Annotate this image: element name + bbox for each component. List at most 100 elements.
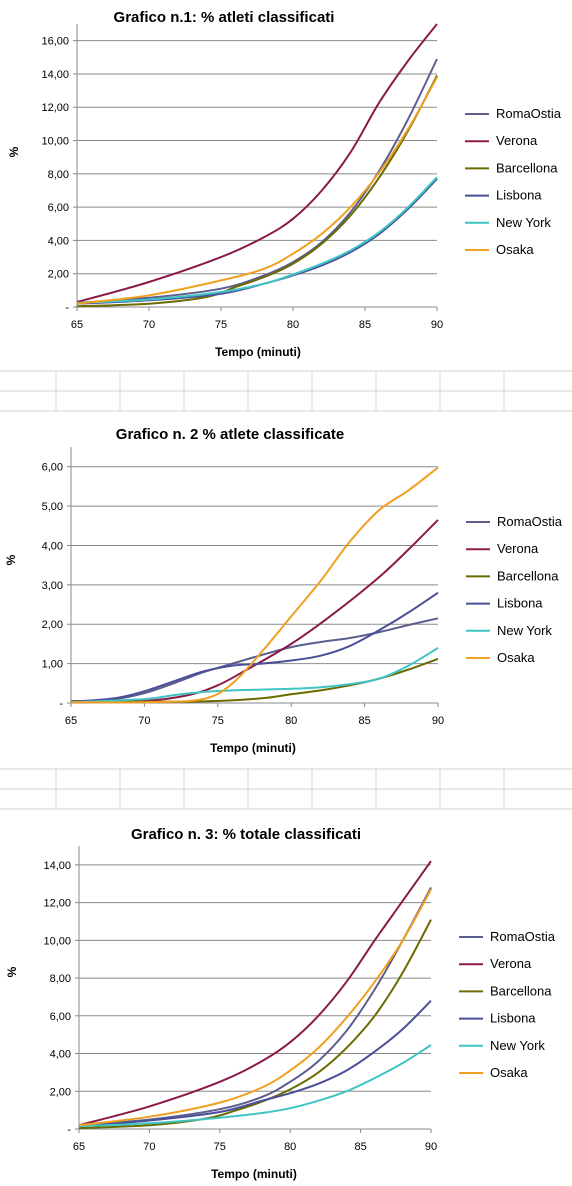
- y-tick-label: 12,00: [41, 102, 69, 114]
- legend-label: Barcellona: [490, 983, 552, 998]
- series-line-barcellona: [78, 919, 432, 1130]
- chart-1-legend: RomaOstia Verona Barcellona Lisbona New York…: [465, 106, 562, 257]
- chart-3-x-ticks: 65 70 75 80 85 90: [73, 1129, 437, 1153]
- y-tick-label: 4,00: [48, 235, 69, 247]
- series-line-lisbona: [76, 178, 438, 305]
- y-tick-label: 4,00: [50, 1049, 71, 1061]
- y-tick-label: 14,00: [41, 69, 69, 81]
- y-tick-label: 2,00: [50, 1086, 71, 1098]
- x-tick-label: 80: [284, 1141, 296, 1153]
- chart-3-y-label: %: [5, 966, 19, 977]
- legend-label: Lisbona: [497, 596, 543, 611]
- chart-2-y-ticks: - 1,00 2,00 3,00 4,00 5,00 6,00: [42, 462, 71, 710]
- legend-label: RomaOstia: [490, 929, 556, 944]
- chart-2-legend: RomaOstia Verona Barcellona Lisbona New York…: [466, 514, 563, 665]
- y-tick-label: 5,00: [42, 501, 63, 513]
- y-tick-label: 8,00: [48, 169, 69, 181]
- chart-1-y-label: %: [7, 146, 21, 157]
- legend-label: Lisbona: [496, 188, 542, 203]
- x-tick-label: 70: [143, 319, 155, 331]
- chart-3-y-ticks: - 2,00 4,00 6,00 8,00 10,00 12,00 14,00: [43, 860, 79, 1136]
- y-tick-label: 6,00: [48, 202, 69, 214]
- chart-1: - 2,00 4,00 6,00 8,00 10,00 12,00 14,00 16,00 65…: [7, 9, 562, 359]
- chart-1-x-label: Tempo (minuti): [215, 345, 301, 359]
- x-tick-label: 65: [71, 319, 83, 331]
- y-tick-label: 10,00: [41, 136, 69, 148]
- x-tick-label: 70: [138, 715, 150, 727]
- chart-3-legend: RomaOstia Verona Barcellona Lisbona New York…: [459, 929, 556, 1080]
- x-tick-label: 75: [215, 319, 227, 331]
- x-tick-label: 75: [214, 1141, 226, 1153]
- chart-2-series: [70, 466, 439, 704]
- y-tick-label: -: [59, 698, 63, 710]
- legend-label: Osaka: [497, 650, 535, 665]
- chart-3: - 2,00 4,00 6,00 8,00 10,00 12,00 14,00 65 70 75 8…: [5, 826, 556, 1181]
- series-line-new-york: [76, 176, 438, 304]
- y-tick-label: 2,00: [42, 619, 63, 631]
- legend-label: Barcellona: [497, 568, 559, 583]
- legend-label: New York: [497, 623, 552, 638]
- chart-1-x-ticks: 65 70 75 80 85 90: [71, 307, 443, 331]
- y-tick-label: 1,00: [42, 659, 63, 671]
- series-line-new-york: [70, 647, 439, 704]
- y-tick-label: 8,00: [50, 973, 71, 985]
- y-tick-label: 10,00: [43, 935, 71, 947]
- legend-label: Verona: [497, 541, 539, 556]
- chart-2: - 1,00 2,00 3,00 4,00 5,00 6,00 65 70 75 80 85 90 R…: [4, 426, 563, 755]
- x-tick-label: 85: [359, 319, 371, 331]
- spreadsheet-grid-separators: [0, 370, 572, 810]
- y-tick-label: -: [65, 302, 69, 314]
- y-tick-label: 2,00: [48, 269, 69, 281]
- x-tick-label: 85: [358, 715, 370, 727]
- series-line-verona: [76, 23, 438, 303]
- series-line-verona: [70, 519, 439, 704]
- chart-3-title: Grafico n. 3: % totale classificati: [131, 826, 361, 843]
- series-line-lisbona: [78, 999, 432, 1128]
- series-line-romaostia: [76, 58, 438, 304]
- legend-label: New York: [496, 215, 551, 230]
- y-tick-label: 14,00: [43, 860, 71, 872]
- series-line-romaostia: [78, 887, 432, 1127]
- y-tick-label: 6,00: [42, 462, 63, 474]
- chart-3-x-label: Tempo (minuti): [211, 1167, 297, 1181]
- series-line-barcellona: [76, 75, 438, 308]
- chart-3-series: [78, 860, 432, 1130]
- x-tick-label: 90: [432, 715, 444, 727]
- legend-label: Osaka: [490, 1065, 528, 1080]
- y-tick-label: 12,00: [43, 898, 71, 910]
- y-tick-label: 4,00: [42, 540, 63, 552]
- series-line-romaostia: [70, 617, 439, 703]
- x-tick-label: 70: [143, 1141, 155, 1153]
- legend-label: Verona: [496, 133, 538, 148]
- chart-2-x-ticks: 65 70 75 80 85 90: [65, 703, 444, 727]
- legend-label: Barcellona: [496, 160, 558, 175]
- x-tick-label: 65: [73, 1141, 85, 1153]
- legend-label: Osaka: [496, 242, 534, 257]
- y-tick-label: 6,00: [50, 1011, 71, 1023]
- x-tick-label: 80: [287, 319, 299, 331]
- x-tick-label: 80: [285, 715, 297, 727]
- chart-1-series: [76, 23, 438, 308]
- x-tick-label: 65: [65, 715, 77, 727]
- series-line-lisbona: [70, 591, 439, 703]
- legend-label: New York: [490, 1038, 545, 1053]
- series-line-osaka: [70, 466, 439, 704]
- legend-label: Verona: [490, 956, 532, 971]
- chart-2-title: Grafico n. 2 % atlete classificate: [116, 426, 344, 443]
- series-line-osaka: [78, 888, 432, 1127]
- series-line-new-york: [78, 1044, 432, 1128]
- chart-2-y-label: %: [4, 554, 18, 565]
- legend-label: RomaOstia: [497, 514, 563, 529]
- series-line-osaka: [76, 76, 438, 305]
- x-tick-label: 85: [354, 1141, 366, 1153]
- x-tick-label: 90: [431, 319, 443, 331]
- y-tick-label: 3,00: [42, 580, 63, 592]
- chart-3-gridlines: [78, 846, 431, 1130]
- legend-label: RomaOstia: [496, 106, 562, 121]
- chart-1-title: Grafico n.1: % atleti classificati: [114, 9, 335, 26]
- y-tick-label: -: [67, 1124, 71, 1136]
- series-line-verona: [78, 860, 432, 1127]
- x-tick-label: 75: [212, 715, 224, 727]
- legend-label: Lisbona: [490, 1011, 536, 1026]
